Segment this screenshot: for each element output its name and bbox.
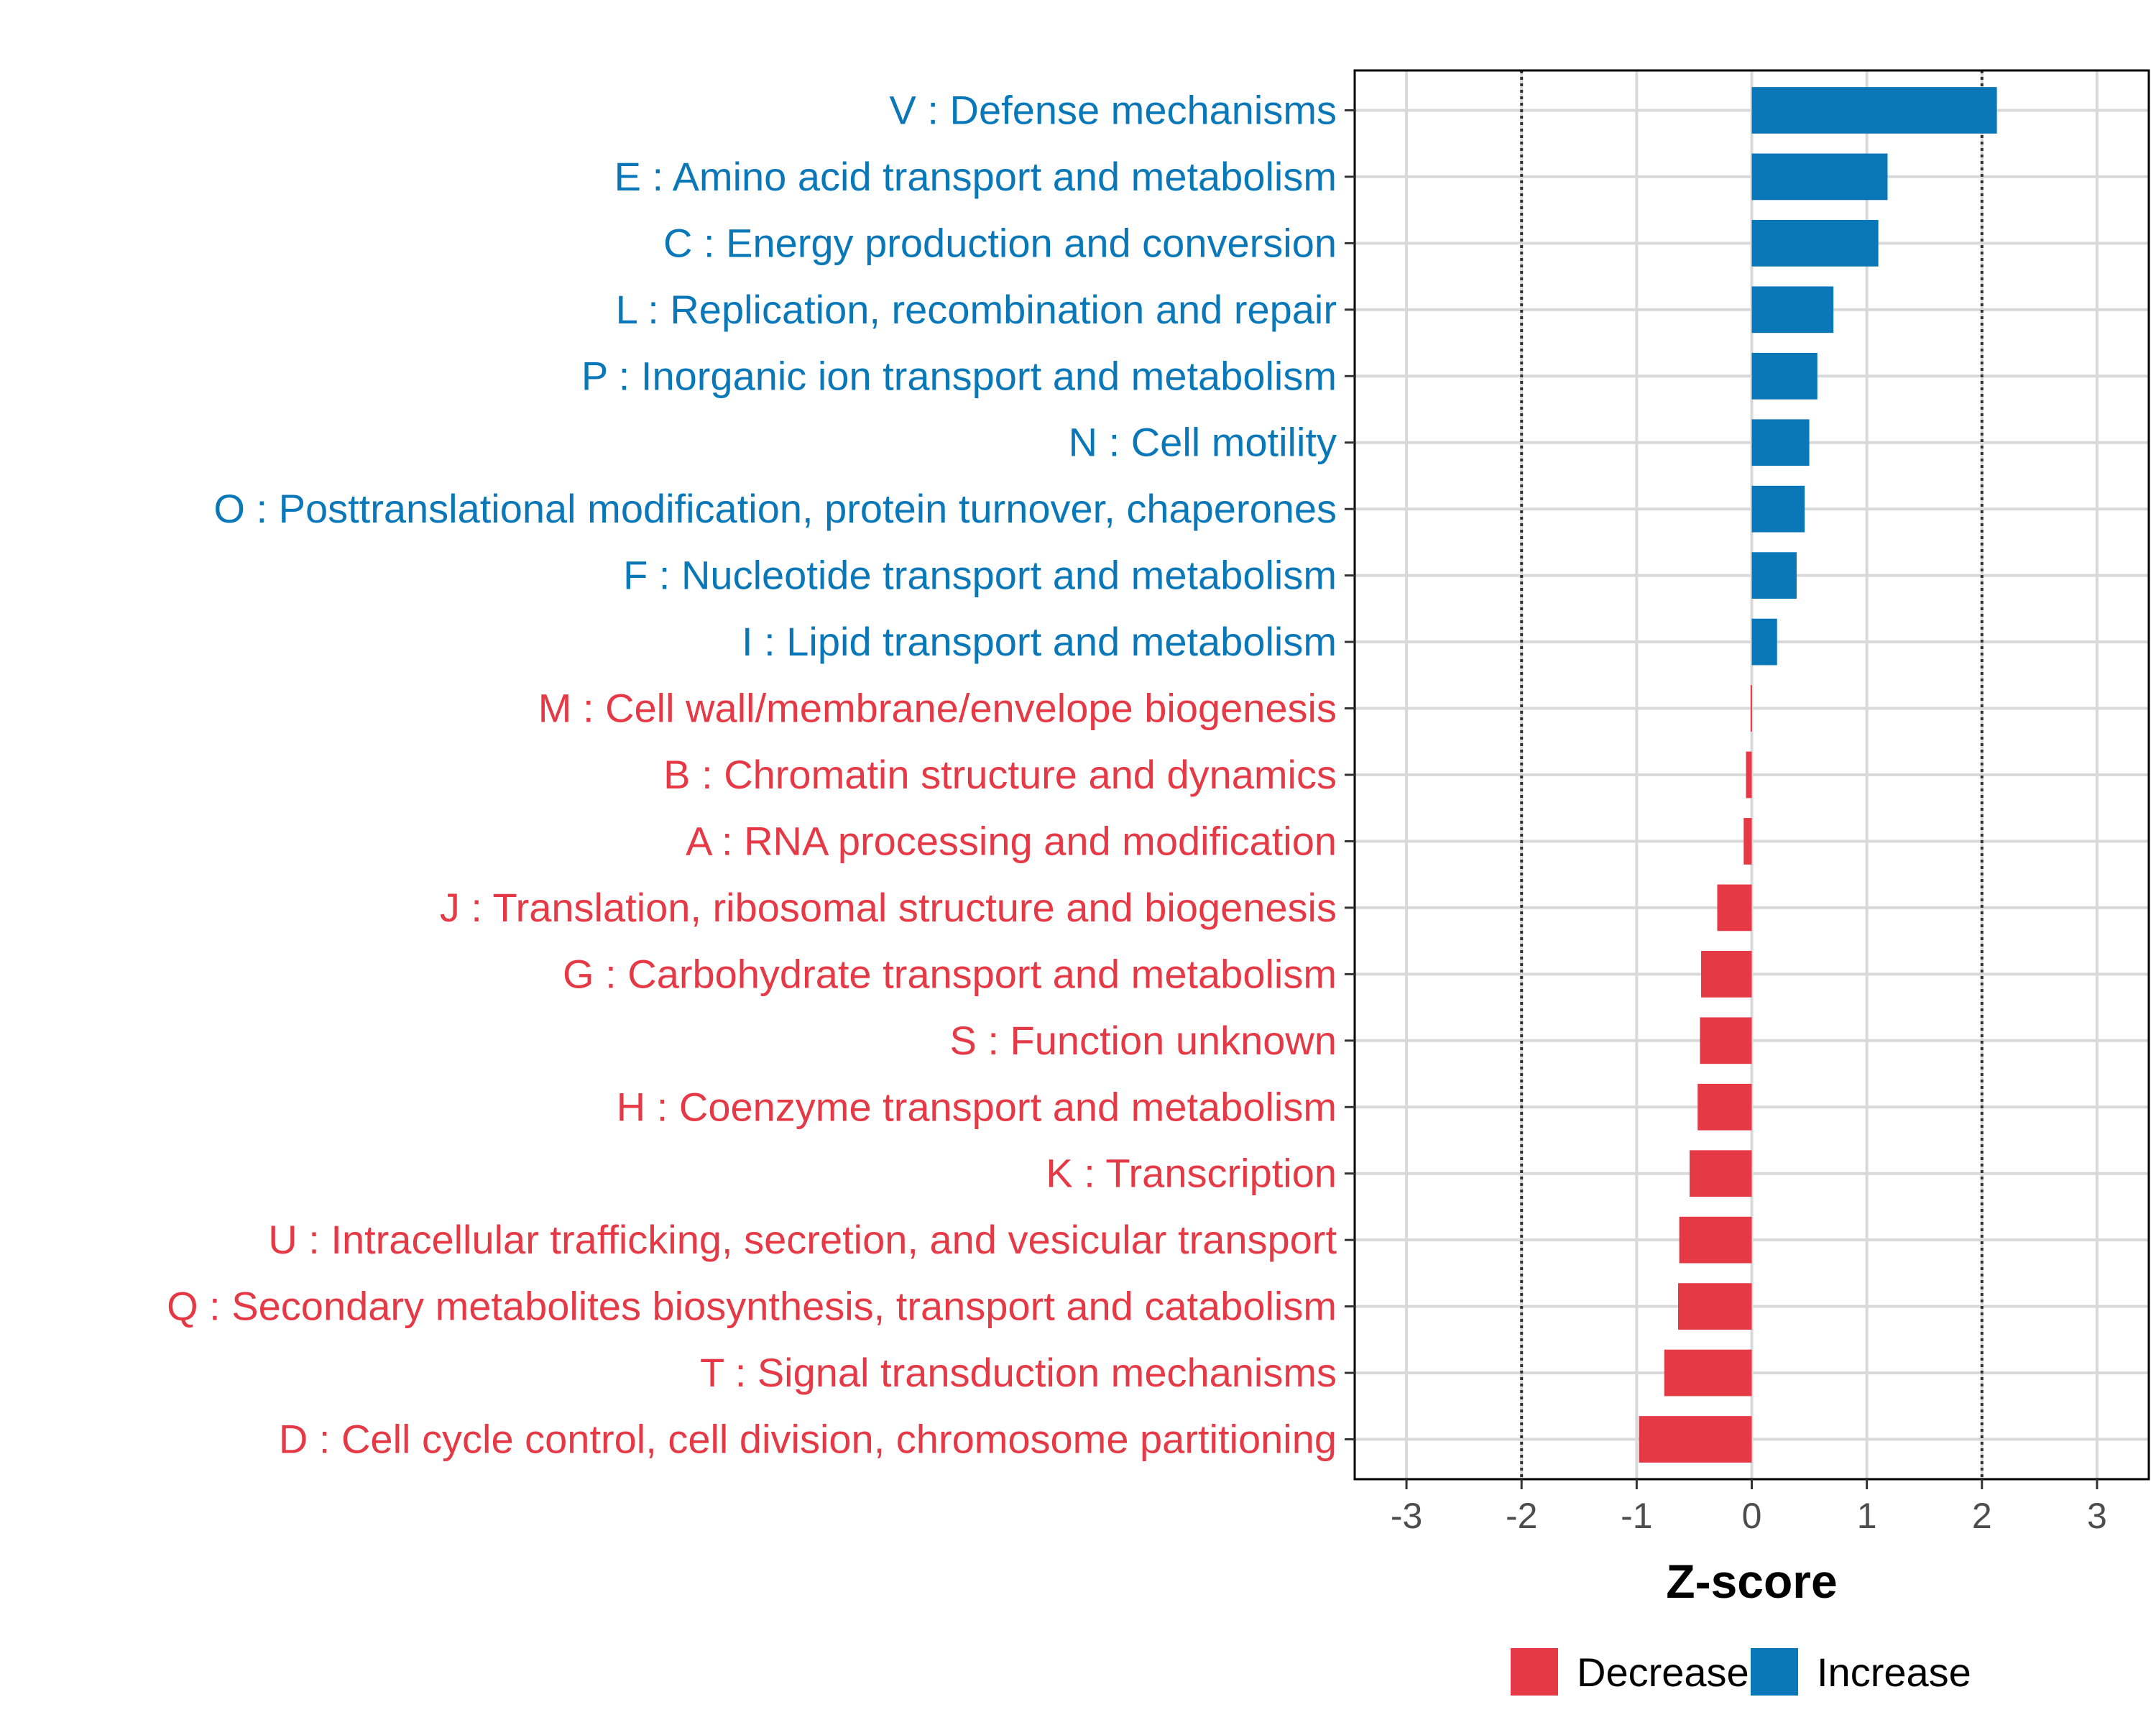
category-label: O : Posttranslational modification, prot…	[213, 486, 1337, 531]
category-label: H : Coenzyme transport and metabolism	[617, 1084, 1337, 1129]
category-label: L : Replication, recombination and repai…	[616, 287, 1337, 332]
bar-increase	[1751, 87, 1997, 134]
category-label: C : Energy production and conversion	[663, 220, 1337, 265]
x-tick-label: -1	[1621, 1496, 1652, 1536]
category-label: D : Cell cycle control, cell division, c…	[279, 1417, 1337, 1462]
category-label: A : RNA processing and modification	[686, 818, 1337, 863]
bar-increase	[1751, 419, 1810, 466]
x-tick-label: 0	[1742, 1496, 1762, 1536]
category-label: F : Nucleotide transport and metabolism	[623, 553, 1337, 598]
x-tick-label: -2	[1506, 1496, 1537, 1536]
bar-increase	[1751, 286, 1834, 334]
bar-increase	[1751, 485, 1805, 533]
legend-label-decrease: Decrease	[1577, 1650, 1749, 1695]
y-axis: V : Defense mechanisms E : Amino acid tra…	[167, 87, 1355, 1462]
bar-decrease	[1664, 1349, 1752, 1397]
legend-label-increase: Increase	[1817, 1650, 1971, 1695]
bar-increase	[1751, 153, 1888, 201]
bars	[1639, 87, 1997, 1463]
category-label: K : Transcription	[1046, 1151, 1337, 1196]
bar-increase	[1751, 220, 1879, 267]
legend: Decrease Increase	[1511, 1648, 1971, 1696]
category-label: B : Chromatin structure and dynamics	[663, 752, 1337, 797]
bar-increase	[1751, 552, 1797, 599]
reference-lines	[1520, 70, 1984, 1479]
category-label: E : Amino acid transport and metabolism	[614, 154, 1337, 199]
bar-decrease	[1750, 685, 1752, 732]
x-tick-label: 1	[1857, 1496, 1877, 1536]
category-label: V : Defense mechanisms	[890, 87, 1337, 132]
category-label: Q : Secondary metabolites biosynthesis, …	[167, 1284, 1337, 1329]
bar-decrease	[1701, 951, 1752, 998]
bar-increase	[1751, 352, 1818, 400]
bar-decrease	[1697, 1083, 1752, 1131]
x-tick-label: -3	[1391, 1496, 1422, 1536]
bar-decrease	[1700, 1017, 1752, 1064]
x-tick-label: 3	[2087, 1496, 2107, 1536]
category-label: J : Translation, ribosomal structure and…	[440, 885, 1337, 930]
category-label: N : Cell motility	[1069, 420, 1337, 465]
x-axis-title: Z-score	[1666, 1555, 1837, 1608]
category-label: M : Cell wall/membrane/envelope biogenes…	[538, 686, 1337, 731]
legend-swatch-decrease	[1511, 1648, 1558, 1696]
category-label: U : Intracellular trafficking, secretion…	[268, 1217, 1337, 1262]
bar-increase	[1751, 618, 1777, 666]
bar-decrease	[1639, 1416, 1752, 1463]
category-label: P : Inorganic ion transport and metaboli…	[581, 353, 1337, 398]
bar-decrease	[1679, 1216, 1752, 1264]
bar-decrease	[1743, 818, 1752, 865]
bar-decrease	[1746, 751, 1752, 799]
category-label: I : Lipid transport and metabolism	[742, 619, 1337, 664]
bar-decrease	[1717, 884, 1752, 932]
x-tick-label: 2	[1972, 1496, 1992, 1536]
category-label: S : Function unknown	[949, 1018, 1337, 1063]
x-axis: -3 -2 -1 0 1 2 3	[1391, 1479, 2107, 1536]
legend-swatch-increase	[1751, 1648, 1798, 1696]
bar-decrease	[1690, 1150, 1752, 1197]
category-label: T : Signal transduction mechanisms	[700, 1350, 1337, 1395]
category-label: G : Carbohydrate transport and metabolis…	[563, 951, 1337, 996]
bar-decrease	[1678, 1283, 1752, 1330]
